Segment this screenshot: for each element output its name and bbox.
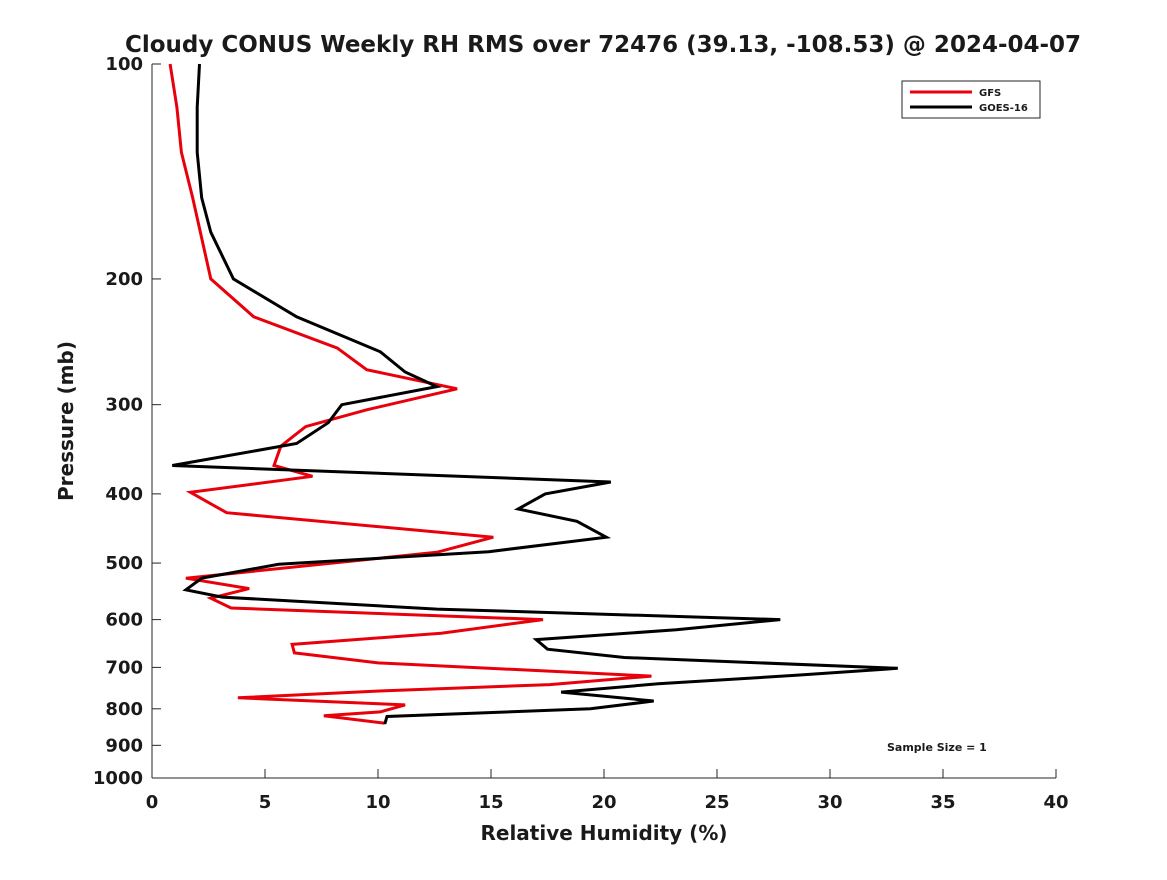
x-tick-label: 5	[259, 792, 272, 813]
legend: GFS GOES-16	[901, 80, 1041, 119]
y-tick-label: 100	[105, 54, 143, 75]
x-tick-label: 30	[817, 792, 842, 813]
x-tick-label: 40	[1043, 792, 1068, 813]
y-tick-label: 500	[105, 553, 143, 574]
y-tick-label: 300	[105, 395, 143, 416]
x-ticks: 0 5 10 15 20 25 30 35 40	[146, 769, 1069, 813]
legend-box	[901, 80, 1041, 119]
series-layer	[168, 63, 898, 725]
series-line-gfs	[168, 63, 652, 725]
y-tick-label: 800	[105, 699, 143, 720]
x-tick-label: 20	[591, 792, 616, 813]
y-tick-label: 700	[105, 657, 143, 678]
series-line-goes-16	[172, 63, 898, 725]
x-axis-label: Relative Humidity (%)	[480, 821, 727, 845]
x-tick-label: 35	[930, 792, 955, 813]
x-tick-label: 0	[146, 792, 159, 813]
x-tick-label: 25	[704, 792, 729, 813]
legend-items: GFS GOES-16	[910, 88, 1028, 114]
sample-size-annotation: Sample Size = 1	[887, 741, 987, 754]
plot-area	[152, 64, 1056, 778]
y-tick-label: 900	[105, 735, 143, 756]
y-tick-label: 600	[105, 610, 143, 631]
y-tick-label: 1000	[93, 768, 143, 789]
y-ticks: 100 200 300 400 500 600 700 800 900 1000	[93, 54, 161, 789]
chart-title: Cloudy CONUS Weekly RH RMS over 72476 (3…	[125, 32, 1081, 58]
legend-label-goes-16: GOES-16	[979, 103, 1028, 114]
y-tick-label: 200	[105, 269, 143, 290]
y-tick-label: 400	[105, 484, 143, 505]
x-tick-label: 15	[478, 792, 503, 813]
legend-label-gfs: GFS	[979, 88, 1001, 99]
x-tick-label: 10	[365, 792, 390, 813]
y-axis-label: Pressure (mb)	[54, 341, 78, 501]
